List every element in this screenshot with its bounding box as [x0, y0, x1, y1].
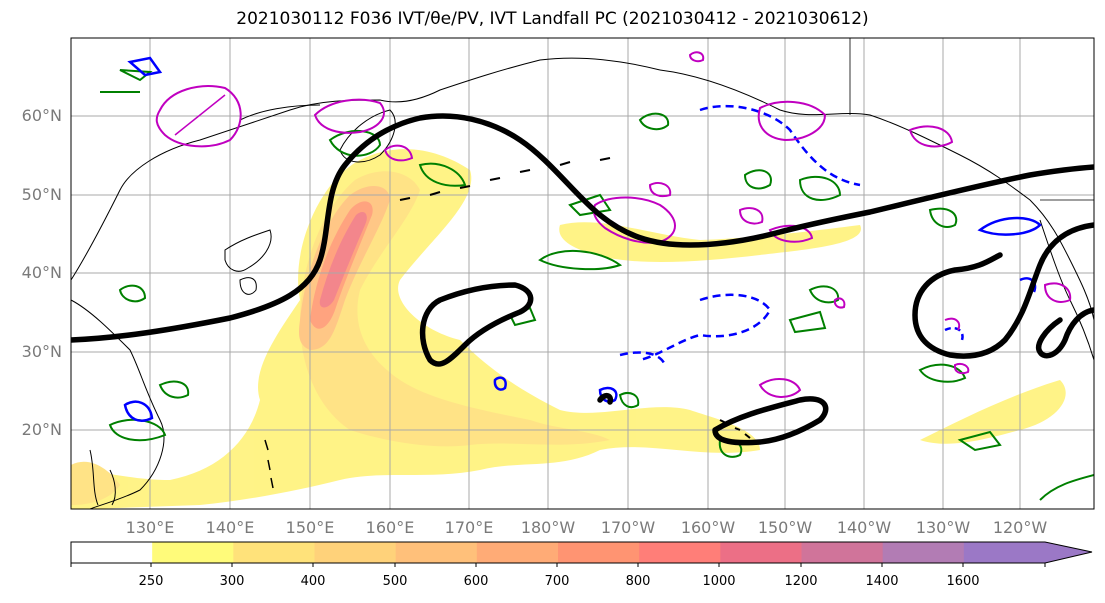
colorbar-label-1200: 1200 — [784, 574, 818, 589]
colorbar-extend-arrow — [1045, 542, 1092, 563]
japan-coast — [224, 229, 272, 295]
ivt-250-region-main — [71, 149, 760, 509]
lon-label-150w: 150°W — [757, 518, 813, 537]
lon-label-170e: 170°E — [444, 518, 494, 537]
colorbar-label-300: 300 — [219, 574, 245, 589]
map-frame — [70, 37, 1095, 510]
pc-closed-contour-2 — [712, 396, 829, 446]
colorbar-label-700: 700 — [544, 574, 570, 589]
canada-border — [849, 38, 1094, 201]
lat-label-20n: 20°N — [21, 420, 62, 439]
lon-label-130e: 130°E — [125, 518, 175, 537]
ivt-800-region — [319, 211, 367, 308]
colorbar-segment — [639, 542, 721, 563]
lon-label-170w: 170°W — [600, 518, 656, 537]
colorbar-segment — [801, 542, 884, 563]
colorbar-label-1000: 1000 — [702, 574, 736, 589]
colorbar-label-800: 800 — [625, 574, 651, 589]
map-title: 2021030112 F036 IVT/θe/PV, IVT Landfall … — [236, 9, 869, 29]
ivt-250-region-se — [920, 380, 1066, 444]
lat-label-30n: 30°N — [21, 342, 62, 361]
colorbar-label-250: 250 — [138, 574, 164, 589]
colorbar-segment — [720, 542, 802, 563]
colorbar-segment — [71, 542, 153, 563]
pc-closed-contour-1 — [419, 282, 534, 367]
pc-main-contour — [71, 113, 1094, 343]
pc-east-contour — [912, 222, 1094, 359]
colorbar-segment — [963, 542, 1046, 563]
ivt-300-region — [300, 171, 610, 447]
lon-label-140e: 140°E — [205, 518, 255, 537]
marianas — [264, 439, 274, 489]
colorbar-ticks — [70, 563, 1046, 567]
lon-label-140w: 140°W — [836, 518, 892, 537]
colorbar-segment — [882, 542, 965, 563]
ivt-landfall-pc-contours — [71, 113, 1094, 446]
colorbar-label-1400: 1400 — [865, 574, 899, 589]
lon-label-160w: 160°W — [680, 518, 736, 537]
lon-label-160e: 160°E — [365, 518, 415, 537]
lat-label-60n: 60°N — [21, 106, 62, 125]
colorbar-label-1600: 1600 — [946, 574, 980, 589]
colorbar-outline — [70, 541, 1093, 564]
lon-label-130w: 130°W — [915, 518, 971, 537]
philippines — [89, 449, 116, 506]
colorbar-segment — [558, 542, 640, 563]
theta-e-negative-contours — [123, 56, 1042, 422]
colorbar — [71, 542, 1092, 563]
pc-closed-contour-3 — [597, 392, 614, 405]
lon-label-120w: 120°W — [992, 518, 1048, 537]
pv-contours — [155, 51, 1072, 398]
pc-east-contour-2 — [1036, 307, 1094, 359]
ivt-250-region-sw — [71, 461, 120, 505]
colorbar-segment — [395, 542, 478, 563]
colorbar-segment — [233, 542, 315, 563]
lat-label-40n: 40°N — [21, 263, 62, 282]
colorbar-segment — [476, 542, 559, 563]
okhotsk-coast — [239, 104, 321, 121]
colorbar-segment — [314, 542, 397, 563]
lon-label-150e: 150°E — [285, 518, 335, 537]
asia-coast — [71, 57, 661, 509]
lon-label-180w: 180°W — [520, 518, 576, 537]
lat-label-50n: 50°N — [21, 185, 62, 204]
colorbar-segment — [152, 542, 234, 563]
colorbar-label-400: 400 — [300, 574, 326, 589]
colorbar-label-500: 500 — [382, 574, 408, 589]
colorbar-label-600: 600 — [463, 574, 489, 589]
aleutian-islands — [399, 157, 611, 201]
